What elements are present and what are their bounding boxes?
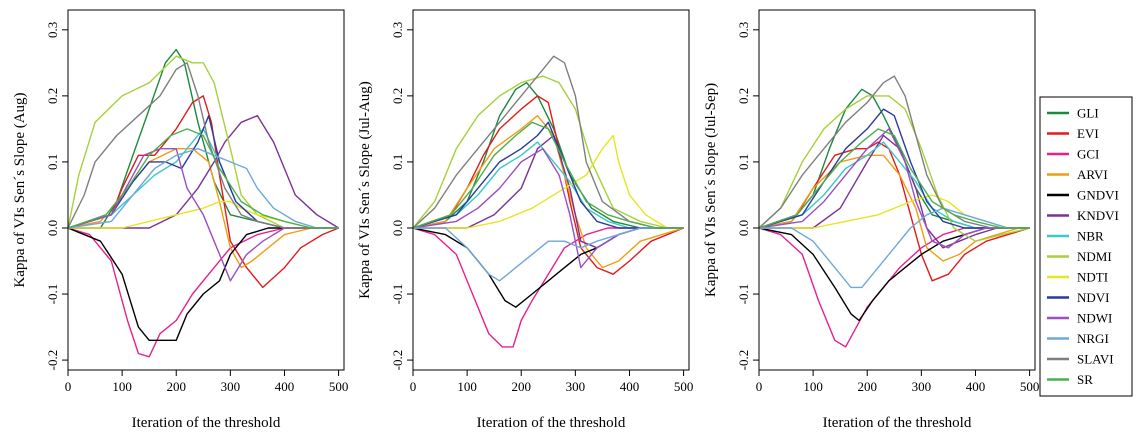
- plot-frame: [412, 9, 690, 371]
- series-group: [759, 75, 1030, 348]
- legend-label-gli: GLI: [1077, 106, 1099, 121]
- legend-label-evi: EVI: [1077, 126, 1099, 141]
- legend-label-kndvi: KNDVI: [1077, 208, 1119, 223]
- series-line-sr: [759, 128, 1030, 229]
- series-line-nrgi: [759, 207, 1030, 289]
- x-axis-title: Iteration of the threshold: [477, 415, 626, 431]
- chart-panel-1: 0 100 200 300 400 500 -0.2 -0.1 0.0 0.1 0.2 0.3 Iter…: [12, 9, 349, 431]
- series-line-arvi: [759, 154, 1030, 262]
- series-line-sr: [413, 121, 684, 229]
- chart-panel-3: 0 100 200 300 400 500 -0.2 -0.1 0.0 0.1 0.2 0.3 Iter…: [703, 9, 1040, 431]
- legend-label-sr: SR: [1077, 372, 1093, 387]
- x-tick-label: 300: [221, 379, 241, 394]
- y-tick-label: 0.3: [390, 22, 405, 38]
- y-axis-title: Kappa of VIs Sen´s Slope (Jul-Aug): [357, 81, 373, 299]
- y-tick-label: 0.0: [45, 220, 60, 236]
- legend-label-gndvi: GNDVI: [1077, 188, 1119, 203]
- legend-label-nbr: NBR: [1077, 229, 1104, 244]
- series-group: [68, 48, 339, 358]
- plot-frame: [758, 9, 1036, 371]
- series-line-gci: [413, 227, 684, 348]
- series-line-ndti: [413, 134, 684, 229]
- x-tick-label: 300: [566, 379, 586, 394]
- x-tick-label: 400: [275, 379, 295, 394]
- series-line-evi: [413, 95, 684, 275]
- legend-label-ndwi: NDWI: [1077, 311, 1112, 326]
- x-tick-label: 0: [756, 379, 763, 394]
- x-tick-label: 100: [803, 379, 823, 394]
- legend-label-nrgi: NRGI: [1077, 331, 1109, 346]
- y-axis-title: Kappa of VIs Sen´s Slope (Jul-Sep): [703, 83, 719, 297]
- y-tick-label: 0.0: [736, 220, 751, 236]
- y-tick-label: 0.0: [390, 220, 405, 236]
- x-tick-label: 200: [511, 379, 531, 394]
- y-tick-label: -0.2: [736, 350, 751, 371]
- series-line-gli: [68, 48, 339, 229]
- series-group: [413, 55, 684, 348]
- x-tick-label: 400: [966, 379, 986, 394]
- y-tick-label: -0.2: [390, 350, 405, 371]
- y-tick-label: -0.2: [45, 350, 60, 371]
- x-tick-label: 500: [1020, 379, 1040, 394]
- series-line-ndmi: [68, 55, 339, 229]
- legend: GLI EVI GCI ARVI GNDVI KNDVI NBR NDMI NDTI NDVI ND…: [1039, 96, 1133, 397]
- y-tick-label: 0.2: [390, 88, 405, 104]
- x-tick-label: 400: [620, 379, 640, 394]
- series-line-sr: [68, 128, 339, 229]
- y-tick-label: 0.1: [45, 154, 60, 170]
- x-tick-label: 200: [857, 379, 877, 394]
- series-line-evi: [68, 95, 339, 289]
- y-tick-label: 0.2: [45, 88, 60, 104]
- y-tick-label: -0.1: [45, 284, 60, 305]
- x-tick-label: 500: [329, 379, 349, 394]
- x-tick-label: 100: [457, 379, 477, 394]
- legend-label-gci: GCI: [1077, 147, 1099, 162]
- legend-label-slavi: SLAVI: [1077, 352, 1114, 367]
- series-line-nrgi: [413, 227, 684, 282]
- y-tick-label: 0.1: [736, 154, 751, 170]
- series-line-gci: [68, 227, 339, 358]
- series-line-slavi: [68, 62, 339, 229]
- y-tick-label: 0.3: [45, 22, 60, 38]
- legend-label-ndmi: NDMI: [1077, 249, 1112, 264]
- legend-label-ndvi: NDVI: [1077, 290, 1110, 305]
- y-tick-label: 0.2: [736, 88, 751, 104]
- series-line-kndvi: [759, 134, 1030, 249]
- y-tick-label: 0.1: [390, 154, 405, 170]
- x-tick-label: 200: [166, 379, 186, 394]
- series-line-ndwi: [68, 147, 339, 282]
- x-axis-title: Iteration of the threshold: [823, 415, 972, 431]
- y-tick-label: 0.3: [736, 22, 751, 38]
- x-tick-label: 500: [674, 379, 694, 394]
- series-line-gndvi: [68, 227, 339, 341]
- chart-panel-2: 0 100 200 300 400 500 -0.2 -0.1 0.0 0.1 0.2 0.3 Iter…: [357, 9, 694, 431]
- x-tick-label: 0: [65, 379, 72, 394]
- legend-label-ndti: NDTI: [1077, 270, 1108, 285]
- y-axis-title: Kappa of VIs Sen´s Slope (Aug): [12, 92, 28, 287]
- x-axis-title: Iteration of the threshold: [132, 415, 281, 431]
- series-line-nrgi: [68, 147, 339, 229]
- plot-frame: [67, 9, 345, 371]
- series-line-ndwi: [759, 128, 1030, 249]
- series-line-slavi: [413, 55, 684, 229]
- series-line-ndvi: [413, 121, 684, 229]
- series-line-kndvi: [68, 114, 339, 229]
- legend-label-arvi: ARVI: [1077, 167, 1108, 182]
- series-line-arvi: [413, 114, 684, 269]
- legend-box: [1039, 96, 1133, 397]
- series-line-kndvi: [413, 134, 684, 249]
- series-line-slavi: [759, 75, 1030, 229]
- x-tick-label: 0: [410, 379, 417, 394]
- y-tick-label: -0.1: [736, 284, 751, 305]
- y-tick-label: -0.1: [390, 284, 405, 305]
- series-line-ndmi: [413, 75, 684, 229]
- x-tick-label: 300: [912, 379, 932, 394]
- series-line-gli: [759, 88, 1030, 229]
- series-line-gci: [759, 227, 1030, 348]
- series-line-ndvi: [759, 108, 1030, 229]
- series-line-ndmi: [759, 95, 1030, 242]
- x-tick-label: 100: [112, 379, 132, 394]
